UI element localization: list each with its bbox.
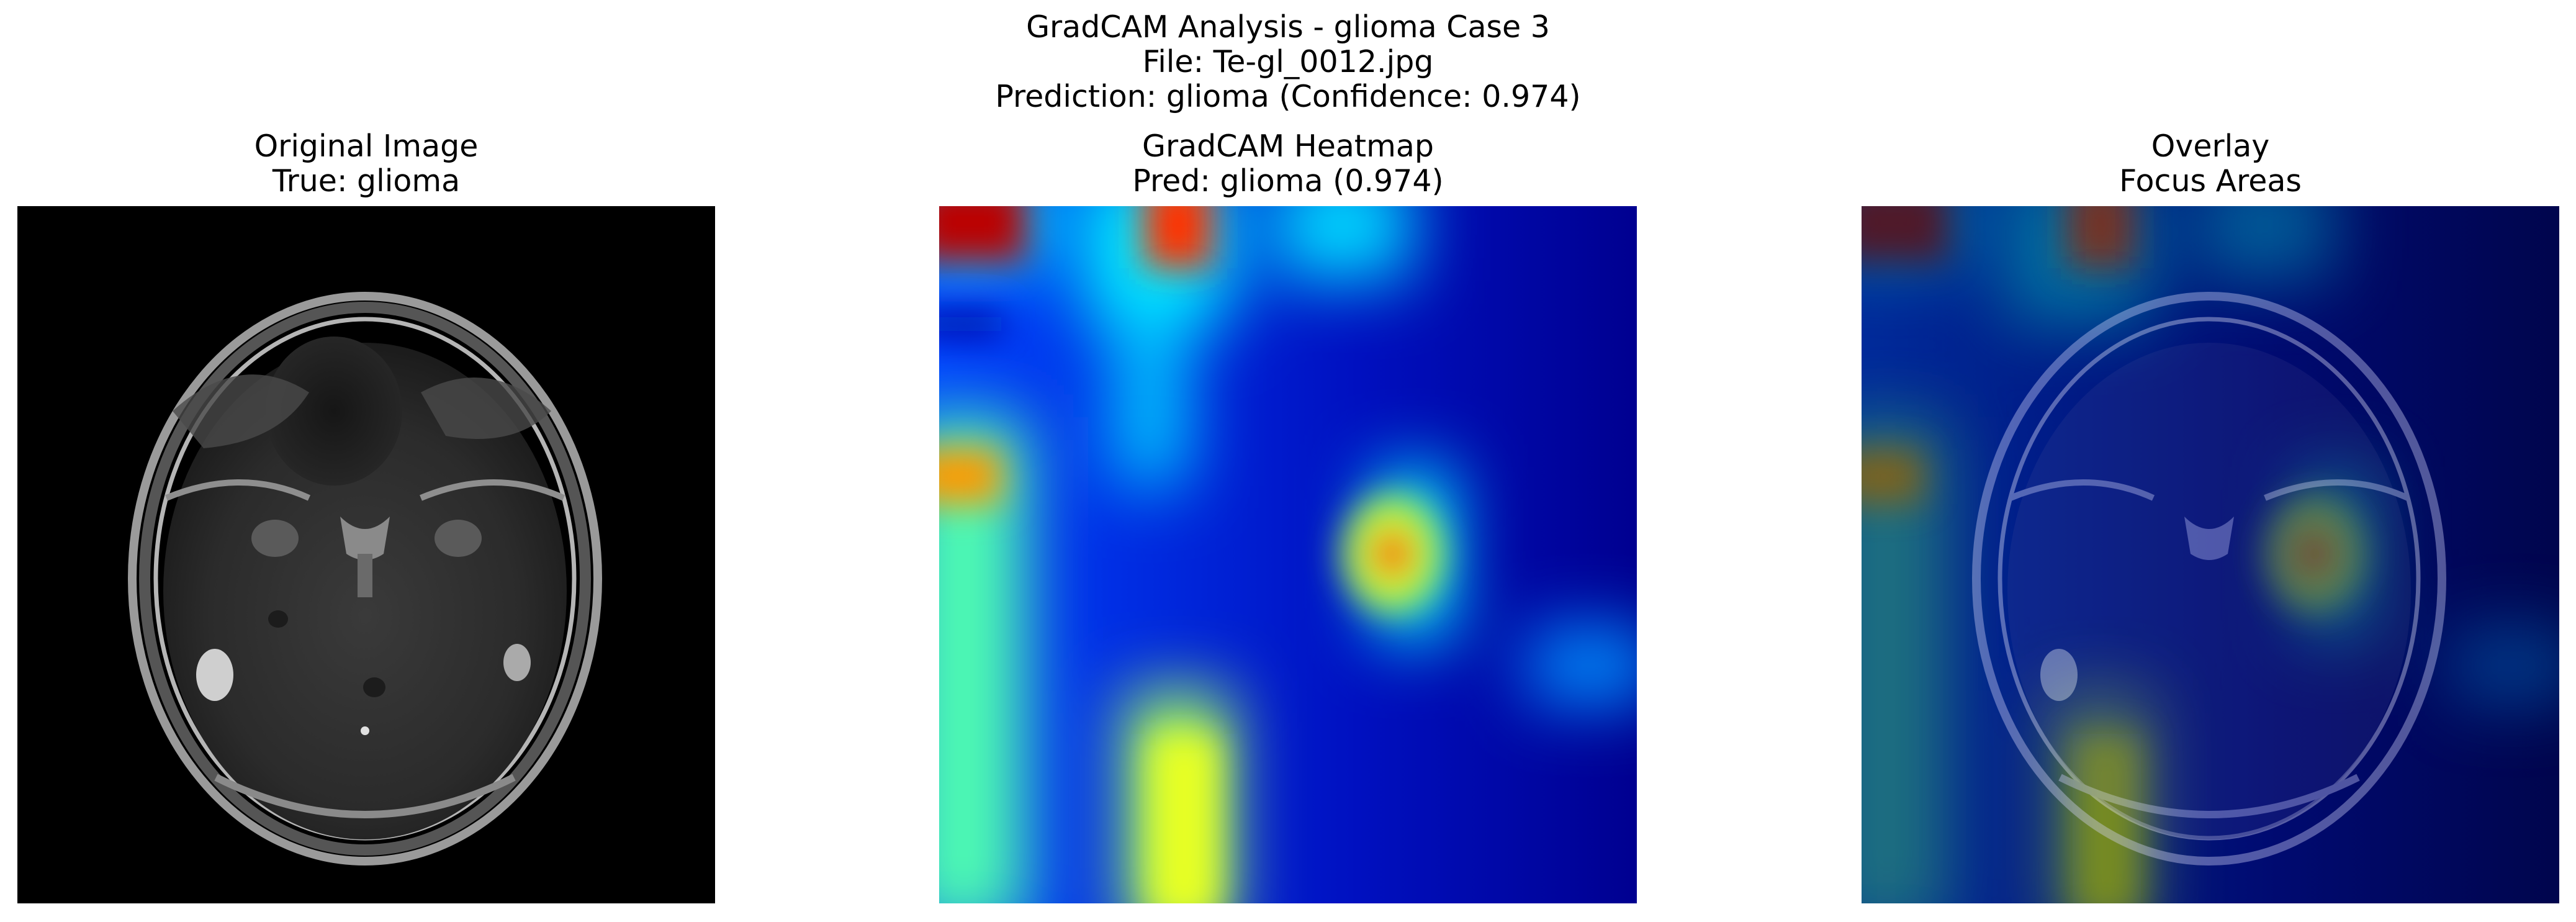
gradcam-heatmap-panel: GradCAM Heatmap Pred: glioma (0.974): [939, 129, 1637, 903]
mri-head: [128, 292, 602, 866]
gradcam-heatmap-title: GradCAM Heatmap Pred: glioma (0.974): [939, 129, 1637, 205]
figure-title-line-3: Prediction: glioma (Confidence: 0.974): [995, 79, 1581, 114]
overlay-title: Overlay Focus Areas: [1862, 129, 2559, 205]
gradcam-heatmap-image: [939, 206, 1637, 903]
original-image-panel: Original Image True: glioma: [17, 129, 715, 903]
overlay-title-line-1: Overlay: [2151, 129, 2270, 164]
original-image-title-line-2: True: glioma: [272, 163, 461, 199]
original-image-title-line-1: Original Image: [254, 129, 479, 164]
figure-title-line-2: File: Te-gl_0012.jpg: [1142, 44, 1434, 79]
overlay-image: [1862, 206, 2559, 903]
original-image-title: Original Image True: glioma: [17, 129, 715, 205]
gradcam-heatmap-title-line-2: Pred: glioma (0.974): [1132, 163, 1444, 199]
figure-title: GradCAM Analysis - glioma Case 3 File: T…: [0, 10, 2576, 114]
overlay-panel: Overlay Focus Areas: [1862, 129, 2559, 903]
gradcam-heatmap-title-line-1: GradCAM Heatmap: [1142, 129, 1434, 164]
overlay-mri-outline: [1972, 292, 2446, 866]
overlay-title-line-2: Focus Areas: [2119, 163, 2302, 199]
figure-title-line-1: GradCAM Analysis - glioma Case 3: [1026, 9, 1550, 45]
original-mri-image: [17, 206, 715, 903]
